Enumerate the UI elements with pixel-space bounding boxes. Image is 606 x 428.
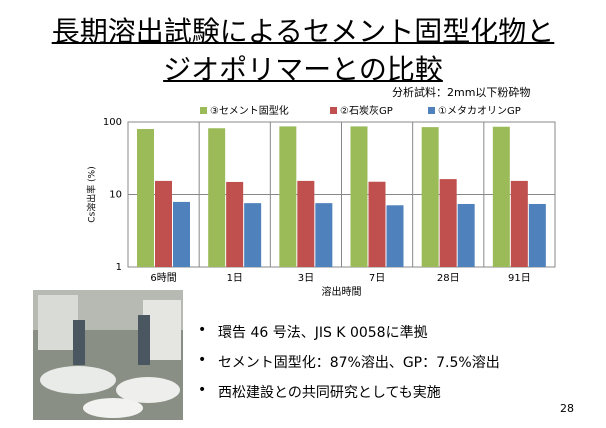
- page-number: 28: [560, 402, 574, 415]
- bar: [510, 180, 528, 267]
- legend-swatch: [428, 107, 435, 114]
- photo: [33, 290, 183, 420]
- bar: [492, 126, 510, 267]
- bar: [137, 129, 154, 267]
- y-tick-label: 1: [116, 262, 122, 273]
- y-tick-label: 10: [109, 190, 122, 201]
- bullet: セメント固型化：87%溶出、GP：7.5%溶出: [218, 355, 500, 371]
- note: 分析試料：2mm以下粉砕物: [392, 86, 531, 99]
- bar: [173, 201, 190, 267]
- x-axis-label: 溶出時間: [322, 285, 362, 298]
- x-tick-label: 7日: [369, 273, 385, 284]
- x-tick-label: 28日: [437, 273, 460, 284]
- legend-swatch: [200, 107, 207, 114]
- bullet: 西松建設との共同研究としても実施: [218, 385, 441, 401]
- bar: [439, 179, 457, 267]
- y-tick-label: 100: [103, 117, 122, 128]
- bar: [368, 181, 386, 267]
- legend-swatch: [330, 107, 337, 114]
- bar: [226, 181, 244, 267]
- bar: [279, 126, 297, 267]
- legend-label: ③セメント固型化: [210, 104, 289, 117]
- bullet: 環告 46 号法、JIS K 0058に準拠: [218, 325, 428, 341]
- bar: [315, 203, 333, 267]
- bar: [528, 203, 546, 267]
- bar: [155, 180, 172, 267]
- bar: [244, 203, 262, 267]
- x-tick-label: 91日: [508, 273, 531, 284]
- x-tick-label: 6時間: [150, 272, 176, 284]
- bar: [297, 180, 315, 267]
- bar: [386, 205, 404, 267]
- legend-label: ②石炭灰GP: [340, 104, 393, 117]
- legend-label: ①メタカオリンGP: [438, 105, 521, 117]
- bar: [208, 128, 226, 267]
- title-line: 長期溶出試験によるセメント固型化物と: [51, 15, 555, 48]
- bar: [350, 126, 368, 267]
- bar: [457, 203, 475, 267]
- x-tick-label: 1日: [227, 273, 243, 284]
- x-tick-label: 3日: [298, 273, 314, 284]
- title-line: ジオポリマーとの比較: [163, 53, 443, 86]
- y-axis-label: Cs溶出率 (%): [86, 166, 98, 222]
- bar: [421, 127, 439, 267]
